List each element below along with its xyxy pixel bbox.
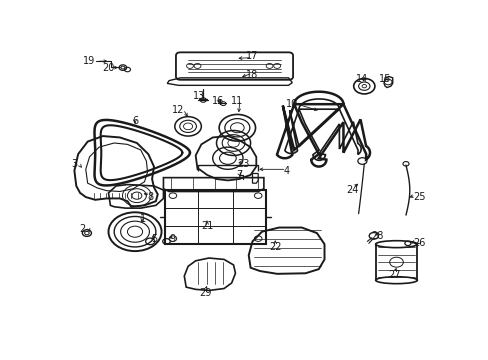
Text: 11: 11 [231, 96, 243, 107]
Text: 8: 8 [147, 192, 153, 202]
Text: 28: 28 [370, 231, 383, 241]
Text: 14: 14 [356, 74, 368, 84]
Text: 3: 3 [71, 159, 77, 169]
Text: 13: 13 [193, 91, 205, 101]
Text: 6: 6 [132, 116, 138, 126]
Text: 20: 20 [102, 63, 115, 73]
Text: 25: 25 [412, 192, 425, 202]
Text: 16: 16 [212, 96, 224, 107]
Text: 27: 27 [387, 270, 400, 280]
Text: 15: 15 [378, 74, 390, 84]
Text: 17: 17 [246, 51, 258, 61]
Text: 7: 7 [236, 170, 242, 180]
Text: 21: 21 [201, 221, 213, 231]
Text: 5: 5 [150, 234, 157, 244]
Text: 2: 2 [79, 224, 85, 234]
Text: 18: 18 [246, 70, 258, 80]
Text: 23: 23 [236, 159, 249, 169]
Text: 19: 19 [83, 56, 96, 66]
Bar [165, 190, 265, 244]
Text: 1: 1 [139, 214, 145, 224]
Text: 9: 9 [169, 234, 176, 244]
Text: 22: 22 [268, 242, 281, 252]
Text: 10: 10 [285, 99, 298, 109]
Text: 12: 12 [172, 105, 184, 115]
Text: 29: 29 [199, 288, 211, 298]
Text: 24: 24 [346, 185, 358, 195]
Text: 26: 26 [412, 238, 425, 248]
Text: 4: 4 [283, 166, 289, 176]
